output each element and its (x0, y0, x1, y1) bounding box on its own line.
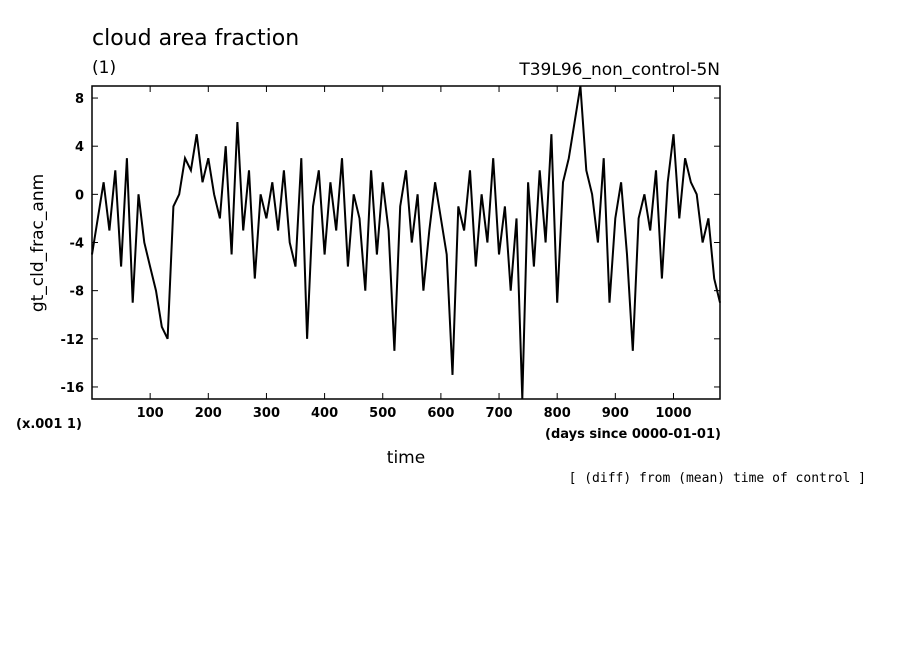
x-tick-label: 600 (427, 406, 454, 421)
x-tick-label: 100 (137, 406, 164, 421)
y-axis-ticks: 8 4 0 -4 -8 -12 -16 (61, 92, 720, 396)
x-axis-ticks: 100 200 300 400 500 600 700 800 900 1000 (137, 86, 692, 421)
y-axis-label: gt_cld_frac_anm (28, 174, 48, 312)
footnote: [ (diff) from (mean) time of control ] (569, 471, 866, 486)
series-layer (91, 85, 721, 400)
y-tick-label: -4 (70, 237, 84, 252)
y-tick-label: 8 (75, 92, 84, 107)
x-axis-units: (days since 0000-01-01) (545, 427, 721, 442)
x-tick-label: 300 (253, 406, 280, 421)
y-tick-label: -16 (61, 381, 85, 396)
y-tick-label: -12 (61, 333, 85, 348)
y-tick-label: 0 (75, 188, 84, 203)
chart-unit: (1) (92, 58, 116, 78)
y-scale-note: (x.001 1) (16, 417, 82, 432)
x-tick-label: 1000 (655, 406, 691, 421)
x-tick-label: 900 (602, 406, 629, 421)
x-tick-label: 200 (195, 406, 222, 421)
x-tick-label: 500 (369, 406, 396, 421)
x-axis-label: time (387, 448, 425, 468)
series-line-0 (91, 85, 721, 400)
experiment-label: T39L96_non_control-5N (518, 60, 720, 80)
x-tick-label: 400 (311, 406, 338, 421)
chart-title: cloud area fraction (92, 26, 299, 51)
x-tick-label: 800 (544, 406, 571, 421)
y-tick-label: -8 (70, 285, 84, 300)
y-tick-label: 4 (75, 140, 84, 155)
x-tick-label: 700 (485, 406, 512, 421)
